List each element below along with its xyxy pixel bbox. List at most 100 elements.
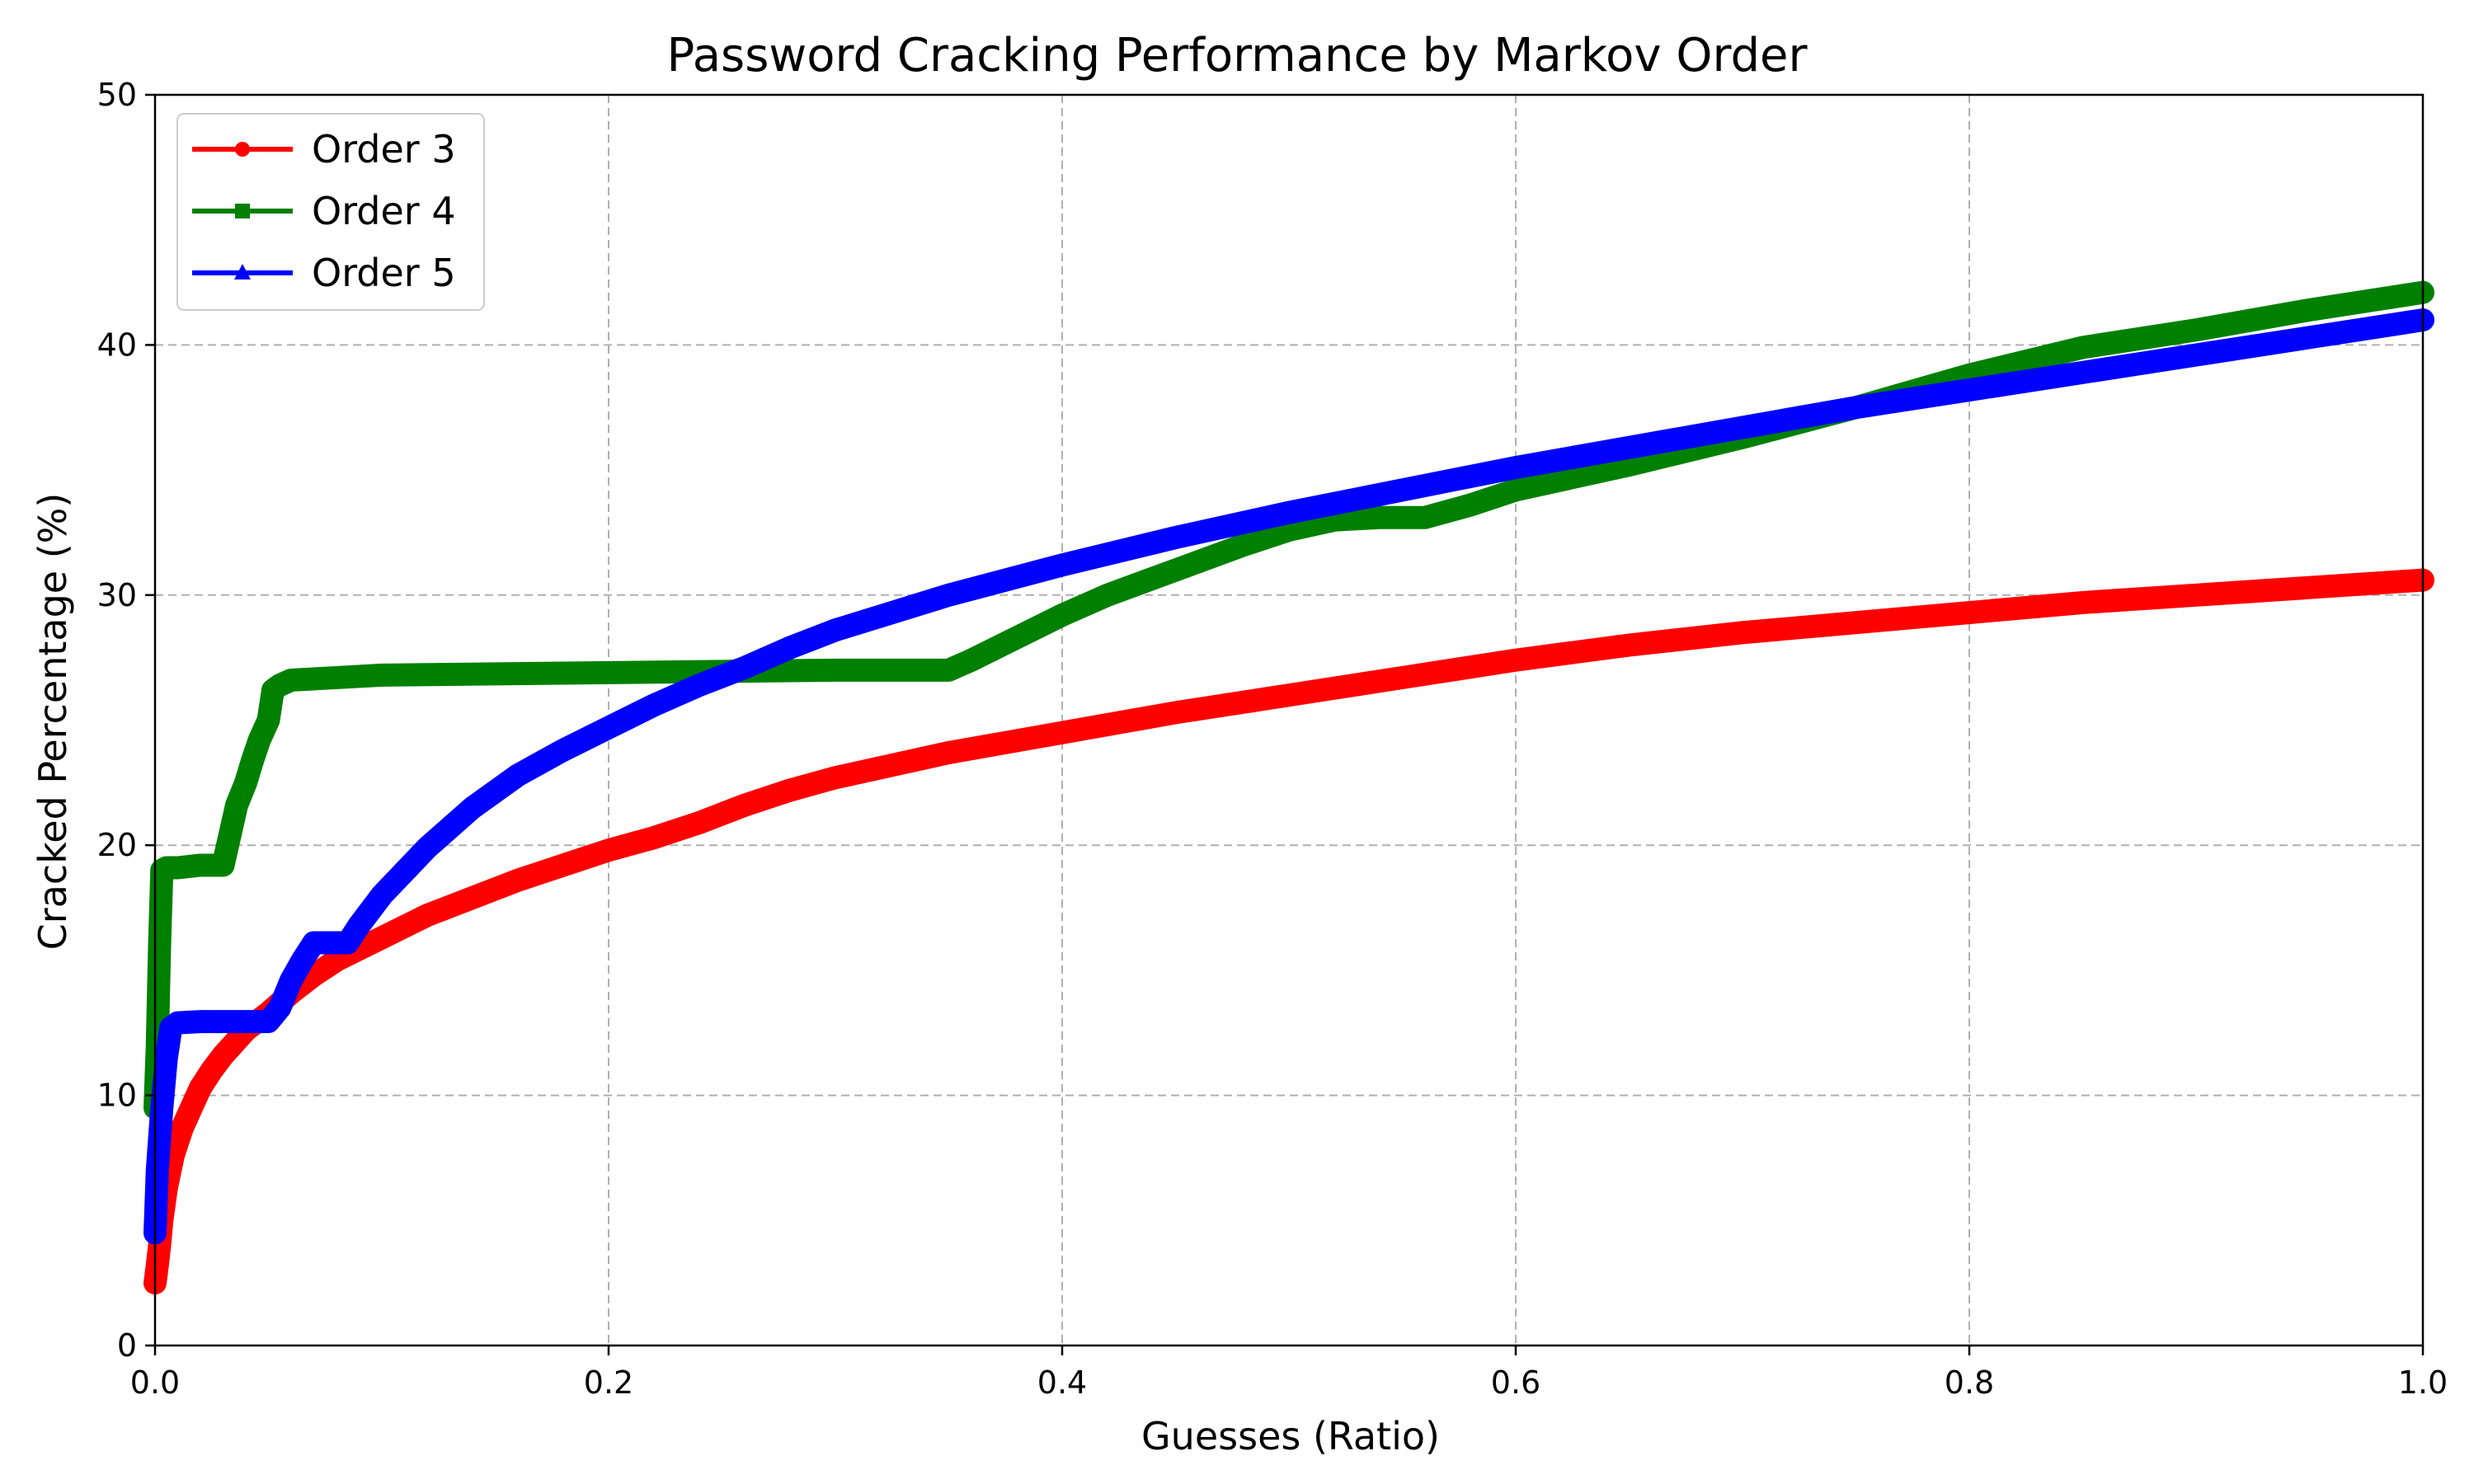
data-point [305, 933, 322, 950]
legend-marker [234, 264, 251, 279]
data-point [1507, 458, 1524, 475]
legend-label: Order 4 [312, 189, 456, 233]
data-point [647, 830, 661, 846]
data-point [184, 1100, 199, 1115]
data-point [192, 1012, 209, 1029]
data-point [465, 890, 480, 905]
data-point [782, 638, 798, 655]
data-point [1621, 458, 1637, 473]
data-point [149, 1257, 165, 1273]
data-point [1508, 482, 1523, 498]
data-point [215, 1048, 231, 1064]
data-point [1621, 637, 1637, 653]
legend-marker [235, 142, 250, 157]
data-point [238, 1012, 254, 1029]
data-point [510, 872, 525, 888]
data-point [1055, 725, 1070, 740]
data-point [252, 732, 267, 748]
data-point [329, 669, 344, 685]
data-point [222, 828, 238, 843]
data-point [158, 1049, 175, 1065]
data-point [2189, 587, 2204, 603]
data-point [1236, 538, 1251, 553]
x-tick-label: 0.2 [584, 1364, 633, 1401]
data-point [2188, 345, 2204, 362]
data-point [510, 766, 526, 782]
chart-title: Password Cracking Performance by Markov … [666, 29, 1808, 82]
data-point [204, 1063, 219, 1078]
data-point [162, 1018, 180, 1035]
data-point [350, 916, 368, 932]
data-point [214, 1012, 232, 1029]
data-point [175, 1120, 190, 1136]
data-point [646, 696, 662, 712]
data-point [964, 652, 979, 668]
data-point [272, 678, 288, 693]
legend-box [176, 113, 485, 311]
x-tick-label: 0.6 [1491, 1364, 1540, 1401]
y-axis-label: Cracked Percentage (%) [31, 493, 75, 951]
data-point [1962, 605, 1977, 621]
data-point [1394, 481, 1411, 497]
data-point [827, 621, 844, 637]
x-axis-label: Guesses (Ratio) [1141, 1414, 1440, 1458]
data-point [1418, 510, 1432, 525]
legend-item: Order 4 [192, 189, 456, 233]
data-point [261, 712, 276, 728]
data-point [487, 666, 503, 682]
data-point [374, 930, 389, 946]
legend: Order 3 Order 4 Order 5 [176, 113, 485, 311]
data-point [260, 1012, 277, 1029]
data-point [464, 798, 481, 815]
data-point [271, 998, 289, 1015]
data-point [1372, 510, 1387, 525]
data-point [556, 857, 571, 873]
data-point [600, 718, 617, 735]
data-point [1620, 438, 1638, 454]
series-layer [143, 280, 2434, 1295]
data-point [284, 672, 299, 688]
data-point [601, 665, 616, 680]
data-point [1282, 688, 1296, 703]
data-point [555, 740, 571, 757]
legend-item: Order 3 [192, 127, 456, 171]
data-point [737, 797, 752, 813]
data-point [215, 857, 231, 873]
y-tick-label: 20 [97, 827, 137, 863]
data-point [374, 885, 390, 902]
data-point [601, 843, 616, 858]
legend-item: Order 5 [192, 251, 456, 295]
data-point [1961, 381, 1978, 397]
series-order-5 [143, 308, 2434, 1245]
data-point [294, 951, 311, 967]
data-point [1168, 705, 1183, 721]
data-point [283, 971, 299, 988]
data-point [420, 908, 435, 923]
data-point [2074, 363, 2091, 379]
data-point [1735, 625, 1750, 641]
data-point [1100, 587, 1115, 603]
data-point [1327, 512, 1342, 528]
data-point [1282, 522, 1296, 538]
y-tick-label: 0 [117, 1327, 137, 1364]
data-point [306, 967, 322, 983]
data-point [193, 857, 208, 873]
data-point [329, 952, 344, 968]
data-point [193, 1080, 208, 1096]
y-tick-label: 30 [97, 577, 137, 613]
data-point [148, 1161, 166, 1177]
data-point [2301, 328, 2318, 345]
data-point [736, 658, 753, 674]
data-point [828, 662, 843, 678]
data-point [238, 775, 253, 791]
x-tick-label: 0.4 [1037, 1364, 1087, 1401]
data-point [940, 585, 957, 602]
legend-label: Order 5 [312, 251, 456, 295]
data-point [419, 838, 435, 855]
data-point [1009, 630, 1024, 646]
axis-ticks: 0.0 0.2 0.4 0.6 0.8 1.0 0 10 20 30 40 50 [97, 77, 2448, 1401]
data-point [1055, 608, 1070, 623]
legend-marker [235, 204, 250, 218]
data-point [1281, 503, 1297, 519]
